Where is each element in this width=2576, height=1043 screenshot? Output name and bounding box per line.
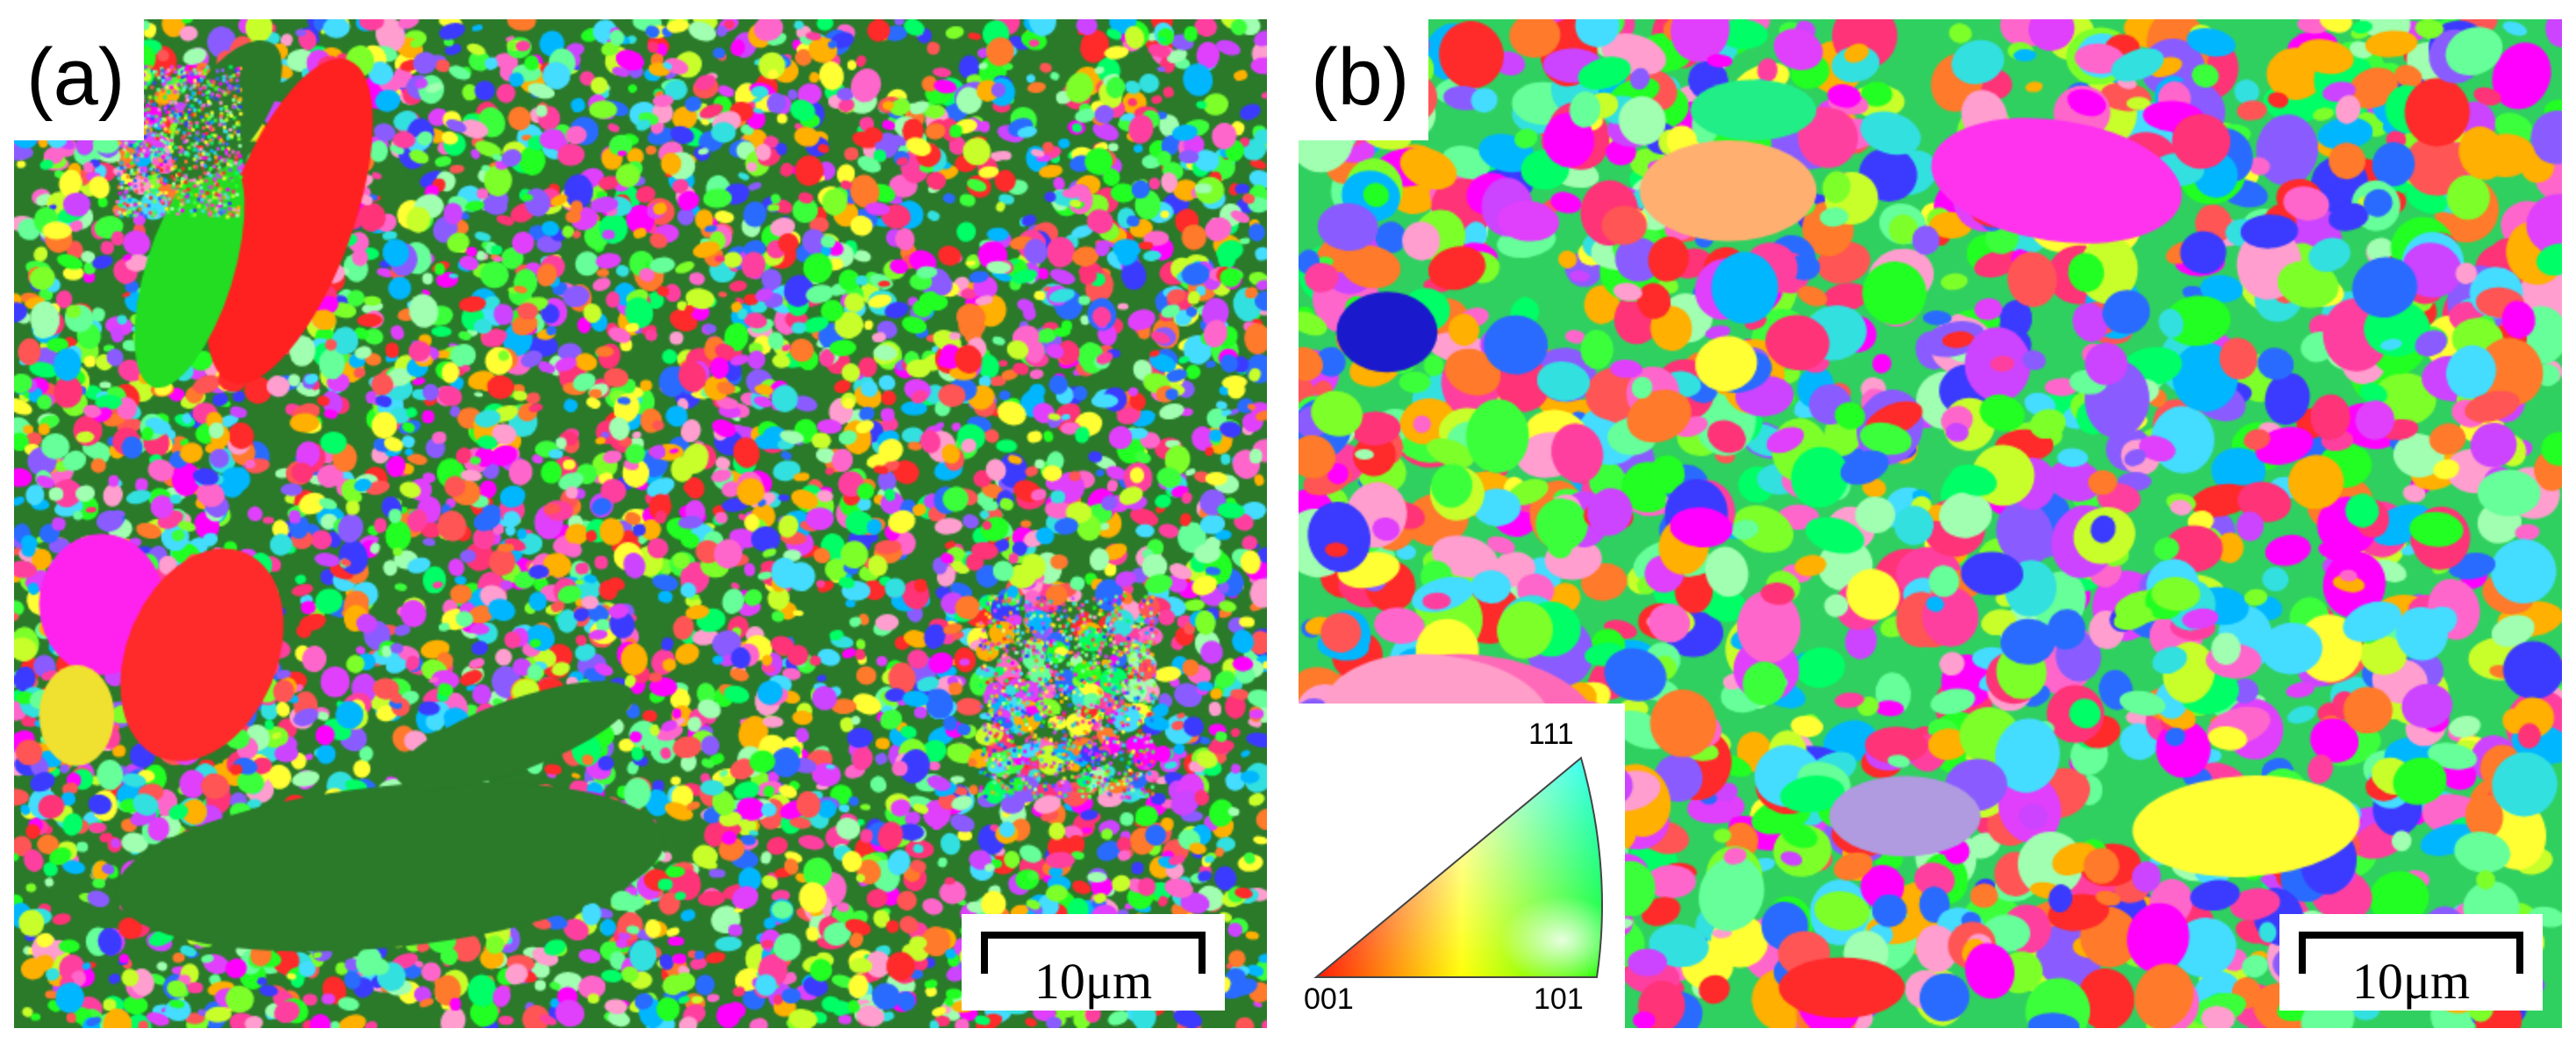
scale-bar-a: 10μm [962,914,1225,1011]
ipf-color-key: 111 001 101 [1299,704,1625,1028]
panel-label-a: (a) [14,19,145,140]
scale-bar-text-b: 10μm [2351,953,2471,1010]
scale-bar-line-a [981,932,1206,974]
ipf-label-001: 001 [1304,982,1354,1016]
ipf-label-111: 111 [1528,718,1574,751]
ipf-label-101: 101 [1534,982,1584,1016]
ipf-triangle-icon [1313,756,1603,978]
scale-bar-line-b [2299,932,2523,974]
scale-bar-text-a: 10μm [1034,953,1153,1010]
panel-label-b: (b) [1299,19,1429,140]
ebsd-map-panel-a: (a) 10μm [14,19,1267,1028]
ebsd-map-panel-b: (b) [1299,19,2562,1028]
ebsd-orientation-map-a [14,19,1267,1028]
scale-bar-b: 10μm [2279,914,2543,1011]
